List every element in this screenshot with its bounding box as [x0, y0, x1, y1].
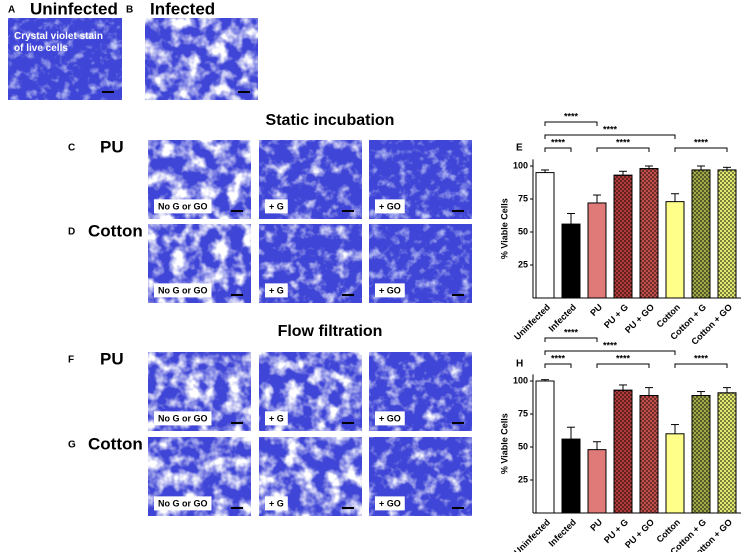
significance-bracket — [596, 363, 650, 368]
section-title: Static incubation — [266, 112, 395, 129]
significance-label: **** — [564, 111, 579, 121]
label-box — [375, 496, 405, 511]
bar-pattern — [691, 169, 711, 299]
y-tick-label: 75 — [518, 193, 528, 203]
significance-bracket — [544, 350, 676, 355]
label-box — [265, 199, 288, 214]
row-label: Cotton — [88, 221, 143, 240]
x-tick-label: Infected — [547, 517, 578, 548]
row-label: Cotton — [88, 434, 143, 453]
y-tick-label: 100 — [513, 375, 528, 385]
label-box — [265, 496, 288, 511]
panel-letter: H — [516, 359, 523, 370]
y-axis-label: % Viable Cells — [499, 198, 509, 259]
y-tick-label: 25 — [518, 259, 528, 269]
image-label: + G — [269, 498, 284, 508]
micrograph-texture — [145, 18, 258, 100]
image-label: + G — [269, 413, 284, 423]
panel-letter: A — [8, 5, 15, 16]
micrograph-texture — [8, 18, 122, 100]
image-label: + GO — [379, 498, 401, 508]
image-label: No G or GO — [158, 413, 208, 423]
panel-title: Infected — [150, 0, 215, 18]
panel-letter: D — [68, 227, 75, 238]
bar — [587, 202, 607, 299]
row-label: PU — [100, 137, 124, 156]
panel-title: Uninfected — [30, 0, 118, 18]
x-tick-label: PU + GO — [623, 517, 656, 550]
bar — [561, 438, 581, 514]
significance-label: **** — [603, 124, 618, 134]
x-tick-label: Uninfected — [512, 517, 552, 552]
image-label: + GO — [379, 285, 401, 295]
section-title: Flow filtration — [278, 323, 383, 340]
x-tick-label: PU — [588, 517, 604, 533]
image-label: + G — [269, 201, 284, 211]
significance-bracket — [674, 363, 728, 368]
caption-line: of live cells — [14, 43, 68, 54]
panel-letter: G — [68, 440, 76, 451]
bar — [587, 449, 607, 514]
label-box — [265, 411, 288, 426]
row-label: PU — [100, 349, 124, 368]
bar-pattern — [613, 389, 633, 514]
x-tick-label: PU — [588, 302, 604, 318]
significance-label: **** — [616, 353, 631, 363]
significance-label: **** — [694, 353, 709, 363]
x-tick-label: Uninfected — [512, 302, 552, 342]
x-tick-label: PU + GO — [623, 302, 656, 335]
image-label: No G or GO — [158, 285, 208, 295]
label-box — [375, 411, 405, 426]
significance-bracket — [544, 134, 676, 139]
label-box — [154, 283, 212, 298]
bar-pattern — [639, 168, 659, 299]
y-tick-label: 50 — [518, 226, 528, 236]
label-box — [375, 199, 405, 214]
y-tick-label: 100 — [513, 160, 528, 170]
significance-label: **** — [603, 340, 618, 350]
caption-line: Crystal violet stain — [14, 31, 103, 42]
panel-letter: B — [126, 5, 133, 16]
y-tick-label: 50 — [518, 441, 528, 451]
bar-pattern — [691, 395, 711, 514]
image-label: No G or GO — [158, 498, 208, 508]
bar — [535, 172, 555, 299]
label-box — [154, 199, 212, 214]
panel-letter: F — [68, 355, 74, 366]
panel-letter: C — [68, 143, 75, 154]
significance-bracket — [544, 363, 572, 368]
bar-pattern — [639, 395, 659, 514]
significance-bracket — [596, 147, 650, 152]
caption: Crystal violet stain of live cells — [14, 31, 103, 54]
bar — [665, 433, 685, 514]
significance-bracket — [674, 147, 728, 152]
panel-letter: E — [516, 143, 523, 154]
significance-bracket — [544, 147, 572, 152]
bar-pattern — [717, 169, 737, 299]
significance-label: **** — [694, 137, 709, 147]
significance-label: **** — [564, 327, 579, 337]
significance-label: **** — [551, 137, 566, 147]
image-label: + GO — [379, 413, 401, 423]
bar — [665, 201, 685, 299]
y-tick-label: 25 — [518, 474, 528, 484]
significance-label: **** — [551, 353, 566, 363]
bar — [535, 380, 555, 514]
label-box — [154, 496, 212, 511]
image-label: No G or GO — [158, 201, 208, 211]
image-label: + G — [269, 285, 284, 295]
label-box — [265, 283, 288, 298]
bar-pattern — [613, 174, 633, 299]
label-box — [375, 283, 405, 298]
image-label: + GO — [379, 201, 401, 211]
y-tick-label: 75 — [518, 408, 528, 418]
significance-bracket — [544, 337, 598, 342]
bar-pattern — [717, 392, 737, 514]
bar — [561, 223, 581, 299]
label-box — [154, 411, 212, 426]
significance-bracket — [544, 121, 598, 126]
y-axis-label: % Viable Cells — [499, 413, 509, 474]
significance-label: **** — [616, 137, 631, 147]
